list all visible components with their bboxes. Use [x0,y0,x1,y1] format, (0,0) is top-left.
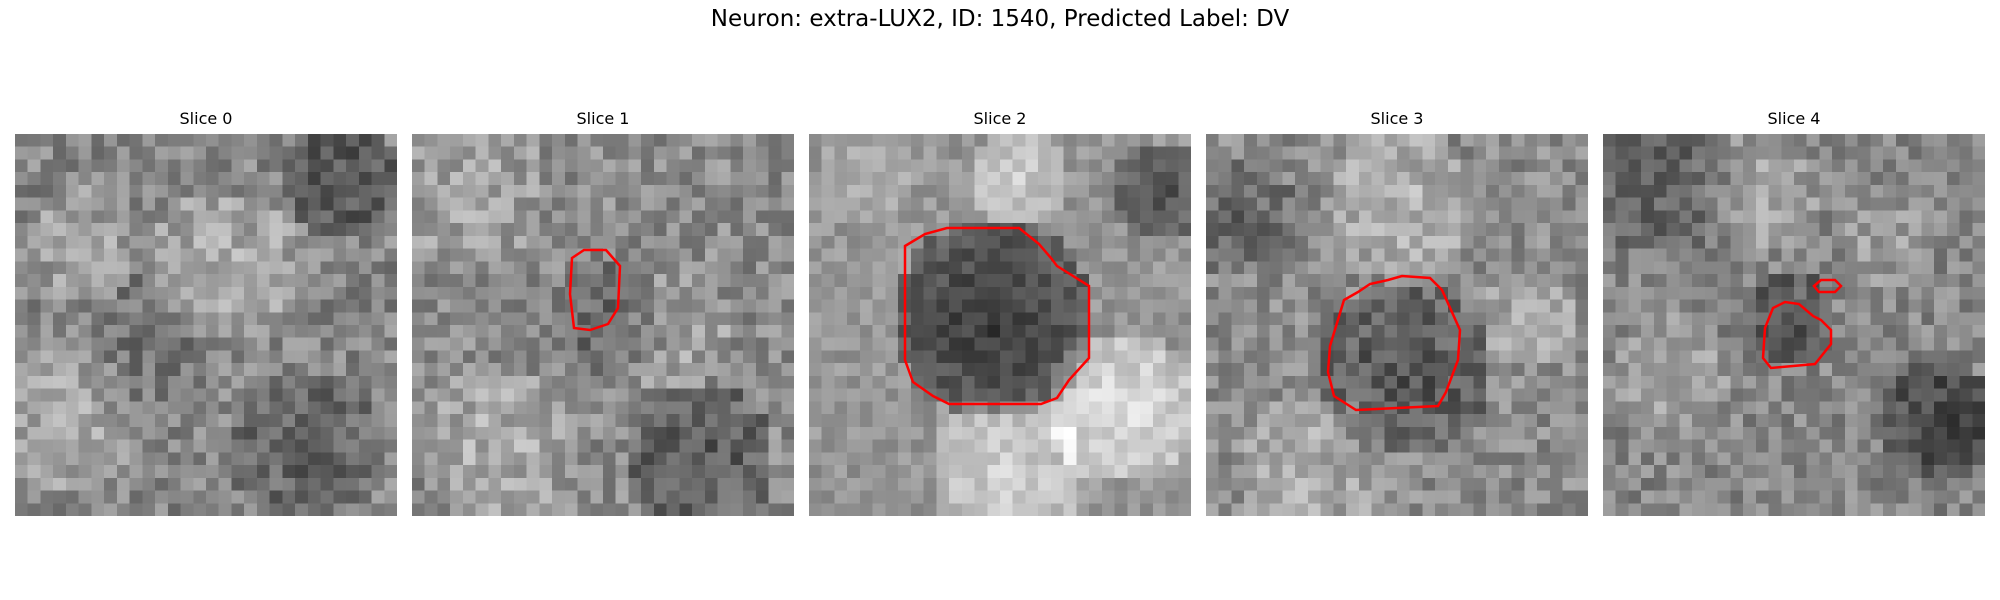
slice-panel-1: Slice 1 [412,108,794,516]
roi-contour [1812,278,1843,294]
slice-image [809,134,1191,516]
slice-image [15,134,397,516]
slice-panel-3: Slice 3 [1206,108,1588,516]
roi-contour [568,248,622,332]
slice-title: Slice 1 [576,109,630,128]
roi-contour [903,226,1091,406]
grayscale-patch [1603,134,1985,516]
slice-title: Slice 3 [1370,109,1424,128]
roi-contour [1761,300,1833,370]
slice-image [1603,134,1985,516]
roi-contour-overlay [1761,278,1843,370]
grayscale-patch [809,134,1191,516]
slice-panel-4: Slice 4 [1603,108,1985,516]
grayscale-patch [1206,134,1588,516]
slice-image [1206,134,1588,516]
grayscale-patch [15,134,397,516]
roi-contour-overlay [1326,274,1462,412]
roi-contour-overlay [903,226,1091,406]
slice-panel-2: Slice 2 [809,108,1191,516]
slice-title: Slice 4 [1767,109,1821,128]
roi-contour [1326,274,1462,412]
slice-title: Slice 0 [179,109,233,128]
roi-contour-overlay [568,248,622,332]
slice-title: Slice 2 [973,109,1027,128]
slice-image [412,134,794,516]
slice-panel-0: Slice 0 [15,108,397,516]
figure-title: Neuron: extra-LUX2, ID: 1540, Predicted … [710,6,1290,32]
